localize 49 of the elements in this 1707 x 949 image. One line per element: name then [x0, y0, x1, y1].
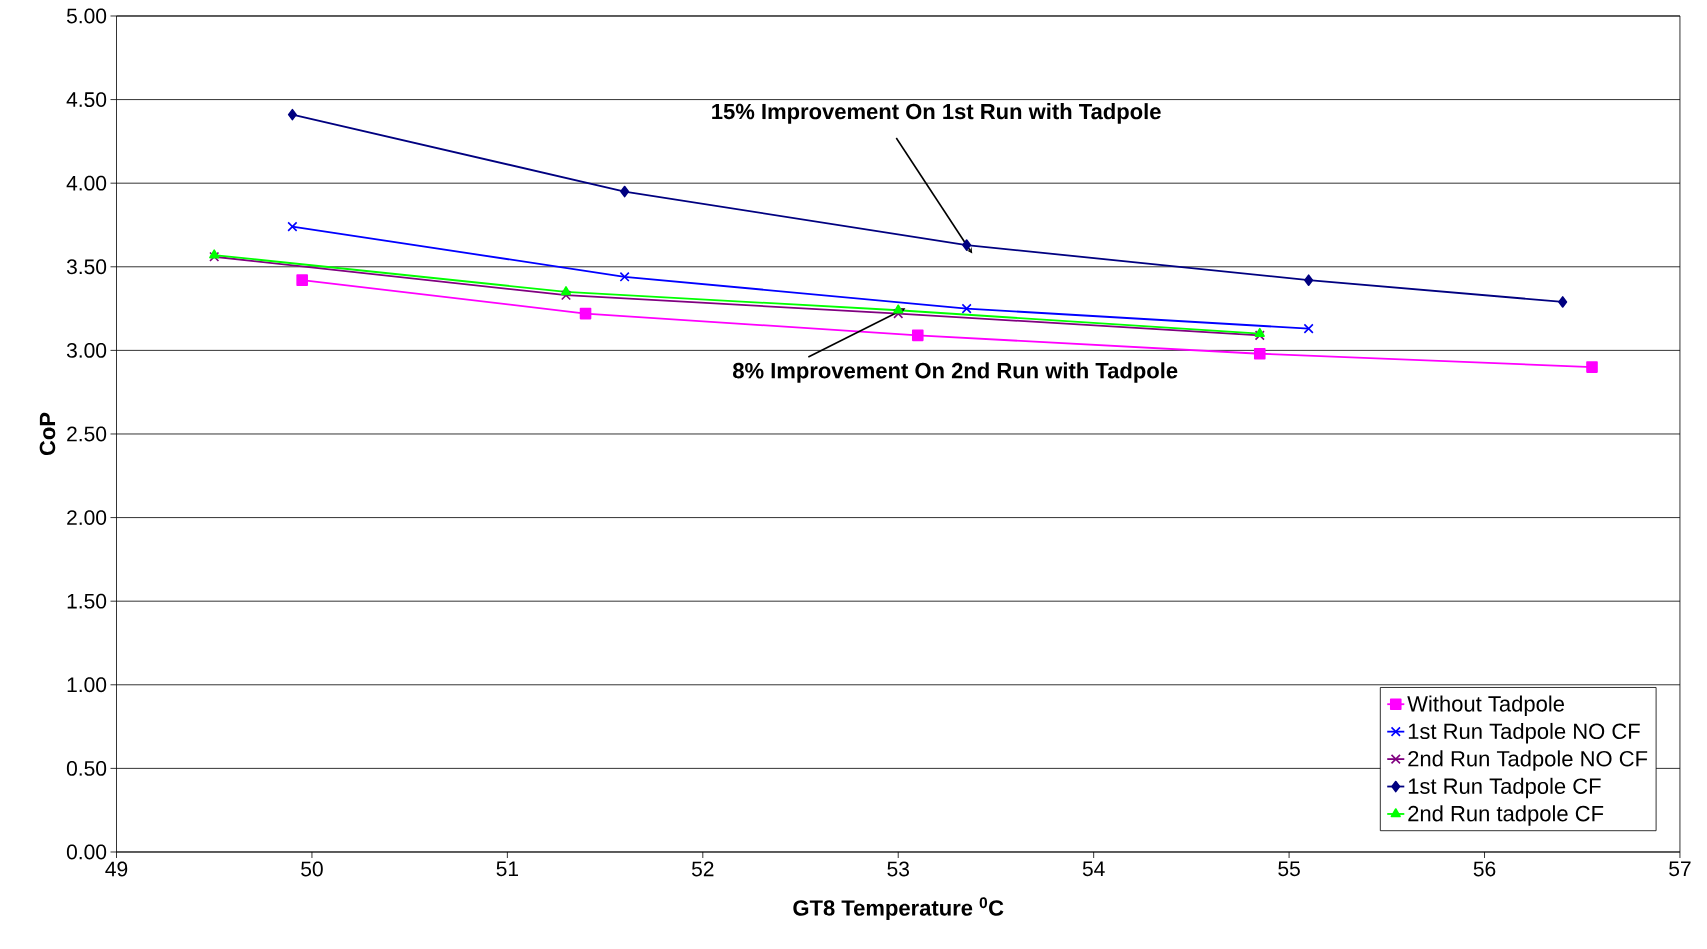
- point: [620, 185, 630, 198]
- x-tick-label: 55: [1278, 861, 1300, 877]
- y-tick-label: 1.00: [67, 677, 107, 693]
- point: [560, 286, 572, 296]
- y-axis-title: CoP: [39, 412, 56, 456]
- point: [961, 303, 972, 314]
- x-tick-label: 50: [301, 861, 323, 877]
- y-tick-label: 2.00: [67, 510, 107, 526]
- y-tick-label: 0.00: [66, 844, 107, 860]
- x-tick-label: 57: [1669, 861, 1691, 877]
- y-tick-label: 5.00: [66, 8, 107, 24]
- x-axis-title: GT8 Temperature $^{0}$C: [793, 897, 1004, 921]
- point: [962, 239, 972, 251]
- x-tick-label: 51: [496, 861, 519, 877]
- point: [1303, 323, 1314, 334]
- point: [911, 329, 924, 342]
- y-tick-label: 4.50: [66, 92, 107, 108]
- legend-label: Without Tadpole: [1407, 695, 1564, 716]
- point: [893, 308, 904, 319]
- point: [1253, 347, 1266, 360]
- point: [1254, 330, 1265, 341]
- point: [287, 108, 297, 121]
- x-tick-label: 52: [691, 861, 714, 877]
- y-tick-label: 1.50: [67, 593, 107, 609]
- point: [619, 271, 630, 282]
- point: [1558, 296, 1568, 308]
- point: [1304, 274, 1314, 286]
- point: [1254, 327, 1265, 337]
- y-tick-label: 3.50: [66, 259, 107, 275]
- point: [893, 304, 904, 314]
- point: [579, 307, 592, 320]
- y-tick-label: 0.50: [66, 760, 107, 776]
- x-tick-label: 56: [1473, 861, 1496, 877]
- point: [296, 274, 308, 286]
- y-tick-label: 2.50: [67, 426, 107, 442]
- y-tick-label: 3.00: [66, 342, 107, 358]
- legend-label: 2nd Run tadpole CF: [1408, 805, 1604, 826]
- annotation: 8% Improvement On 2nd Run with Tadpole: [733, 362, 1178, 383]
- x-tick-label: 53: [887, 861, 909, 877]
- legend-label: 2nd Run Tadpole NO CF: [1408, 750, 1648, 771]
- legend-label: 1st Run Tadpole NO CF: [1408, 722, 1640, 744]
- x-tick-label: 49: [105, 861, 128, 877]
- legend-label: 1st Run Tadpole CF: [1408, 777, 1601, 799]
- point: [560, 290, 572, 301]
- point: [1586, 361, 1598, 373]
- annotation: 15% Improvement On 1st Run with Tadpole: [712, 103, 1161, 124]
- point: [287, 221, 298, 232]
- x-tick-label: 54: [1082, 861, 1105, 877]
- y-tick-label: 4.00: [66, 175, 107, 191]
